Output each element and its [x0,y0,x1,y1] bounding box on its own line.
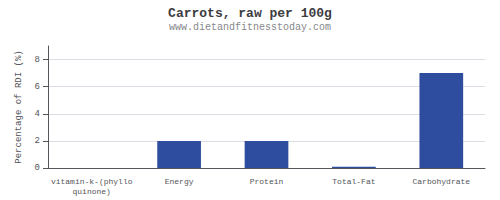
svg-text:Protein: Protein [250,177,284,186]
svg-text:Total-Fat: Total-Fat [332,177,375,186]
svg-text:quinone): quinone) [72,187,110,196]
svg-text:www.dietandfitnesstoday.com: www.dietandfitnesstoday.com [169,22,331,33]
svg-text:8: 8 [35,55,40,65]
svg-text:2: 2 [35,136,40,146]
svg-text:4: 4 [35,109,40,119]
svg-text:Percentage of RDI (%): Percentage of RDI (%) [14,50,24,163]
svg-text:Carbohydrate: Carbohydrate [412,177,470,186]
svg-text:Energy: Energy [165,177,194,186]
svg-text:Carrots, raw per 100g: Carrots, raw per 100g [168,6,332,21]
svg-text:0: 0 [35,163,40,173]
svg-text:vitamin-k-(phyllo: vitamin-k-(phyllo [51,177,133,186]
svg-text:6: 6 [35,82,40,92]
